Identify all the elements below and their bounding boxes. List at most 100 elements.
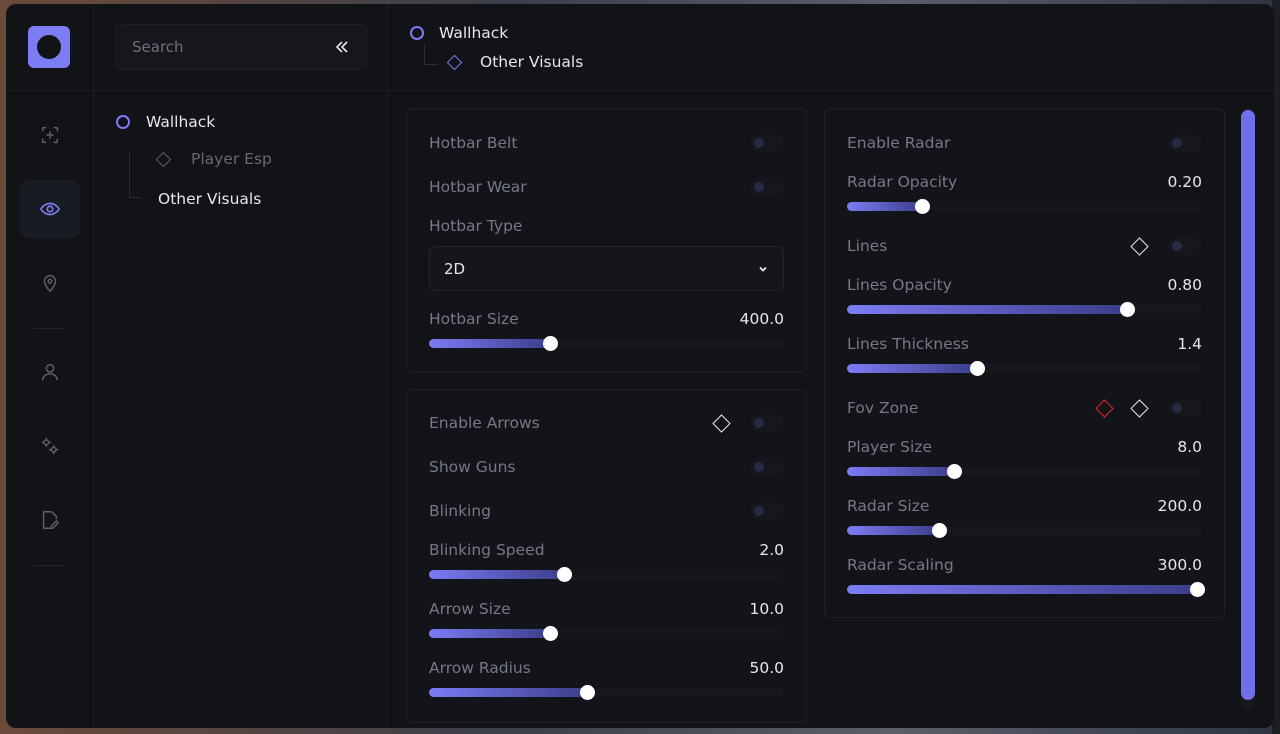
rail-divider <box>6 90 94 91</box>
fov-zone-row: Fov Zone <box>847 398 1202 418</box>
player-size-slider[interactable] <box>847 464 1202 479</box>
app-logo <box>28 26 70 68</box>
radar-scaling-slider[interactable] <box>847 582 1205 597</box>
breadcrumb-connector <box>424 64 438 65</box>
slider-fill <box>847 467 954 476</box>
slider-knob[interactable] <box>1189 582 1205 597</box>
breadcrumb-child[interactable]: Other Visuals <box>446 53 583 71</box>
lines-opacity-row: Lines Opacity 0.80 <box>847 276 1202 294</box>
lines-thickness-row: Lines Thickness 1.4 <box>847 335 1202 353</box>
radar-size-value: 200.0 <box>1157 497 1202 515</box>
lines-opacity-label: Lines Opacity <box>847 276 952 294</box>
content-scrollbar[interactable] <box>1241 110 1255 710</box>
breadcrumb-root-label: Wallhack <box>439 24 509 42</box>
radar-size-slider[interactable] <box>847 523 1202 538</box>
hotbar-size-slider[interactable] <box>429 336 784 351</box>
rail-settings-button[interactable] <box>20 417 80 475</box>
blinking-speed-slider[interactable] <box>429 567 784 582</box>
breadcrumb-root[interactable]: Wallhack <box>410 24 508 42</box>
player-size-row: Player Size 8.0 <box>847 438 1202 456</box>
rail-config-button[interactable] <box>20 491 80 549</box>
hotbar-size-label: Hotbar Size <box>429 310 519 328</box>
tree-item-label: Other Visuals <box>158 190 262 208</box>
blinking-speed-value: 2.0 <box>759 541 784 559</box>
slider-fill <box>429 629 550 638</box>
scrollbar-thumb[interactable] <box>1241 110 1255 700</box>
rail-visuals-button[interactable] <box>20 180 80 238</box>
tree-divider <box>94 90 388 91</box>
show-guns-label: Show Guns <box>429 458 516 476</box>
arrow-radius-slider[interactable] <box>429 685 784 700</box>
double-chevron-left-icon[interactable] <box>334 39 350 55</box>
slider-knob[interactable] <box>969 361 985 376</box>
blinking-toggle[interactable] <box>750 502 784 520</box>
search-input[interactable] <box>132 38 312 56</box>
radar-card: Enable Radar Radar Opacity 0.20 Lines <box>824 108 1225 618</box>
radar-size-row: Radar Size 200.0 <box>847 497 1202 515</box>
arrow-size-slider[interactable] <box>429 626 784 641</box>
keybind-diamond-icon[interactable] <box>712 413 731 433</box>
slider-fill <box>847 305 1128 314</box>
slider-knob[interactable] <box>946 464 962 479</box>
keybind-diamond-icon[interactable] <box>1095 398 1114 418</box>
circle-icon <box>410 26 424 40</box>
tree-item-wallhack[interactable]: Wallhack <box>116 113 215 131</box>
radar-opacity-slider[interactable] <box>847 199 1202 214</box>
hotbar-wear-row: Hotbar Wear <box>429 178 784 196</box>
hotbar-wear-toggle[interactable] <box>750 178 784 196</box>
search-box[interactable] <box>115 24 367 70</box>
lines-toggle[interactable] <box>1168 237 1202 255</box>
fov-zone-toggle[interactable] <box>1168 399 1202 417</box>
rail-player-button[interactable] <box>20 343 80 401</box>
blinking-speed-label: Blinking Speed <box>429 541 545 559</box>
keybind-diamond-icon[interactable] <box>1130 236 1149 256</box>
slider-fill <box>847 585 1197 594</box>
slider-fill <box>847 364 977 373</box>
feature-tree-panel: Wallhack Player Esp Other Visuals <box>94 4 388 728</box>
rail-separator <box>34 328 64 329</box>
radar-scaling-row: Radar Scaling 300.0 <box>847 556 1202 574</box>
blinking-row: Blinking <box>429 502 784 520</box>
slider-knob[interactable] <box>542 626 558 641</box>
hotbar-card: Hotbar Belt Hotbar Wear Hotbar Type 2D H… <box>406 108 807 373</box>
chevron-down-icon <box>759 266 767 272</box>
tree-item-player-esp[interactable]: Player Esp <box>155 150 272 168</box>
radar-size-label: Radar Size <box>847 497 930 515</box>
lines-row: Lines <box>847 236 1202 256</box>
slider-knob[interactable] <box>542 336 558 351</box>
hotbar-belt-row: Hotbar Belt <box>429 134 784 152</box>
map-pin-icon <box>43 275 57 293</box>
enable-radar-toggle[interactable] <box>1168 134 1202 152</box>
rail-location-button[interactable] <box>20 254 80 312</box>
slider-knob[interactable] <box>914 199 930 214</box>
hotbar-belt-label: Hotbar Belt <box>429 134 518 152</box>
file-edit-icon <box>42 511 60 529</box>
hotbar-type-select[interactable]: 2D <box>429 246 784 291</box>
keybind-diamond-icon[interactable] <box>1130 398 1149 418</box>
slider-fill <box>429 570 564 579</box>
lines-thickness-slider[interactable] <box>847 361 1202 376</box>
circle-icon <box>116 115 130 129</box>
hotbar-type-value: 2D <box>444 259 466 278</box>
slider-knob[interactable] <box>579 685 595 700</box>
slider-knob[interactable] <box>556 567 572 582</box>
hotbar-belt-toggle[interactable] <box>750 134 784 152</box>
diamond-icon <box>155 151 172 167</box>
blinking-speed-row: Blinking Speed 2.0 <box>429 541 784 559</box>
hotbar-wear-label: Hotbar Wear <box>429 178 527 196</box>
user-icon <box>41 363 59 381</box>
lines-opacity-slider[interactable] <box>847 302 1202 317</box>
blinking-label: Blinking <box>429 502 492 520</box>
rail-aim-button[interactable] <box>20 106 80 164</box>
arrow-radius-value: 50.0 <box>749 659 784 677</box>
player-size-label: Player Size <box>847 438 932 456</box>
crosshair-add-icon <box>41 126 59 144</box>
keybind-diamond-icon[interactable] <box>1130 133 1149 153</box>
enable-radar-label: Enable Radar <box>847 134 951 152</box>
hotbar-type-label: Hotbar Type <box>429 217 523 235</box>
slider-knob[interactable] <box>932 523 948 538</box>
enable-arrows-toggle[interactable] <box>750 414 784 432</box>
slider-knob[interactable] <box>1120 302 1136 317</box>
show-guns-toggle[interactable] <box>750 458 784 476</box>
tree-item-other-visuals[interactable]: Other Visuals <box>158 190 261 208</box>
